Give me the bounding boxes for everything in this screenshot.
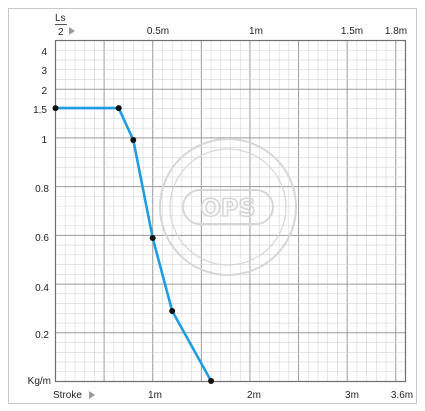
y-tick-label: 3 bbox=[41, 66, 47, 77]
x-axis-arrow-icon bbox=[89, 391, 95, 399]
top-tick-label: 1.8m bbox=[385, 26, 407, 37]
watermark-text: OPS bbox=[200, 194, 255, 222]
y-label-arrow-icon bbox=[69, 27, 75, 35]
bottom-tick-label: 3.6m bbox=[391, 390, 413, 401]
data-point bbox=[169, 308, 175, 314]
top-tick-label: 1m bbox=[249, 26, 263, 37]
data-point bbox=[116, 105, 122, 111]
y-tick-label: 0.4 bbox=[35, 283, 49, 294]
y-tick-label: 0.2 bbox=[35, 330, 49, 341]
x-axis-word: Stroke bbox=[53, 390, 82, 401]
y-unit-label: Kg/m bbox=[28, 376, 51, 387]
data-point bbox=[130, 137, 136, 143]
y-label-two: 2 bbox=[58, 27, 64, 38]
top-tick-label: 1.5m bbox=[341, 26, 363, 37]
y-label-ls: Ls bbox=[55, 13, 66, 24]
y-tick-label: 1.5 bbox=[33, 105, 47, 116]
bottom-tick-label: 1m bbox=[148, 390, 162, 401]
y-tick-label: 4 bbox=[41, 47, 47, 58]
data-point bbox=[53, 105, 59, 111]
y-tick-label: 0.6 bbox=[35, 233, 49, 244]
y-tick-label: 2 bbox=[41, 86, 47, 97]
bottom-tick-label: 2m bbox=[247, 390, 261, 401]
y-tick-label: 0.8 bbox=[35, 184, 49, 195]
y-axis-label: Ls 2 bbox=[55, 13, 75, 38]
data-point bbox=[150, 235, 156, 241]
top-tick-label: 0.5m bbox=[147, 26, 169, 37]
data-point bbox=[208, 378, 214, 384]
y-tick-label: 1 bbox=[41, 135, 47, 146]
bottom-tick-label: 3m bbox=[345, 390, 359, 401]
